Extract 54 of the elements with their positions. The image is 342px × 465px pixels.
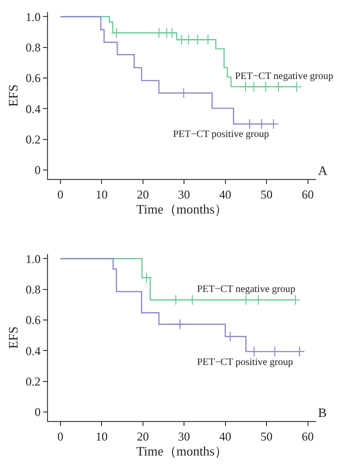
y-tick-label: 0.4 xyxy=(26,344,41,358)
y-tick-label: 0.6 xyxy=(26,71,41,86)
x-tick-label: 40 xyxy=(219,188,232,202)
x-tick-label: 20 xyxy=(136,430,149,444)
x-tick-label: 30 xyxy=(178,430,190,444)
y-tick-label: 1.0 xyxy=(26,252,41,266)
y-axis-title: EFS xyxy=(6,84,21,107)
x-tick-label: 30 xyxy=(178,188,190,202)
point xyxy=(291,81,302,92)
y-tick-label: 0.4 xyxy=(26,102,41,116)
annotation: PET−CT positive group xyxy=(197,357,294,368)
point xyxy=(154,27,164,38)
text: B xyxy=(318,405,327,420)
x-tick-label: 0 xyxy=(57,430,64,444)
y-tick-label: 0.8 xyxy=(26,40,41,54)
annotation: PET−CT positive group xyxy=(173,129,270,140)
y-tick-label: 0.2 xyxy=(26,132,41,147)
x-tick-label: 60 xyxy=(302,188,314,202)
y-tick-label: 1.0 xyxy=(26,10,41,24)
point xyxy=(240,294,252,306)
annotation: PET−CT negative group xyxy=(197,284,296,295)
point xyxy=(111,27,122,38)
x-tick-label: 40 xyxy=(219,430,232,444)
x-axis-title: Time（months） xyxy=(136,202,228,217)
text: A xyxy=(318,163,328,178)
x-tick-label: 50 xyxy=(260,430,273,444)
point xyxy=(202,34,214,46)
point xyxy=(141,272,152,284)
y-axis-title: EFS xyxy=(6,326,21,349)
x-tick-label: 10 xyxy=(96,188,108,202)
point xyxy=(174,318,186,330)
point xyxy=(290,294,301,306)
point xyxy=(192,34,204,46)
point xyxy=(183,34,194,46)
annotation: PET−CT negative group xyxy=(235,71,334,82)
y-tick-label: 0.8 xyxy=(26,282,41,296)
y-tick-label: 0.2 xyxy=(26,374,41,389)
point xyxy=(186,294,198,306)
y-tick-label: 0 xyxy=(34,405,41,420)
y-tick-label: 0.6 xyxy=(26,313,41,328)
point xyxy=(170,294,182,306)
x-tick-label: 20 xyxy=(136,188,149,202)
x-tick-label: 0 xyxy=(57,188,64,202)
x-axis-title: Time（months） xyxy=(136,444,228,459)
point xyxy=(252,294,264,306)
y-tick-label: 0 xyxy=(34,163,41,178)
point xyxy=(248,81,260,92)
point xyxy=(240,81,251,92)
x-tick-label: 60 xyxy=(302,430,314,444)
x-tick-label: 10 xyxy=(96,430,108,444)
point xyxy=(273,81,284,92)
point xyxy=(166,27,178,38)
point xyxy=(260,81,272,92)
x-tick-label: 50 xyxy=(260,188,273,202)
